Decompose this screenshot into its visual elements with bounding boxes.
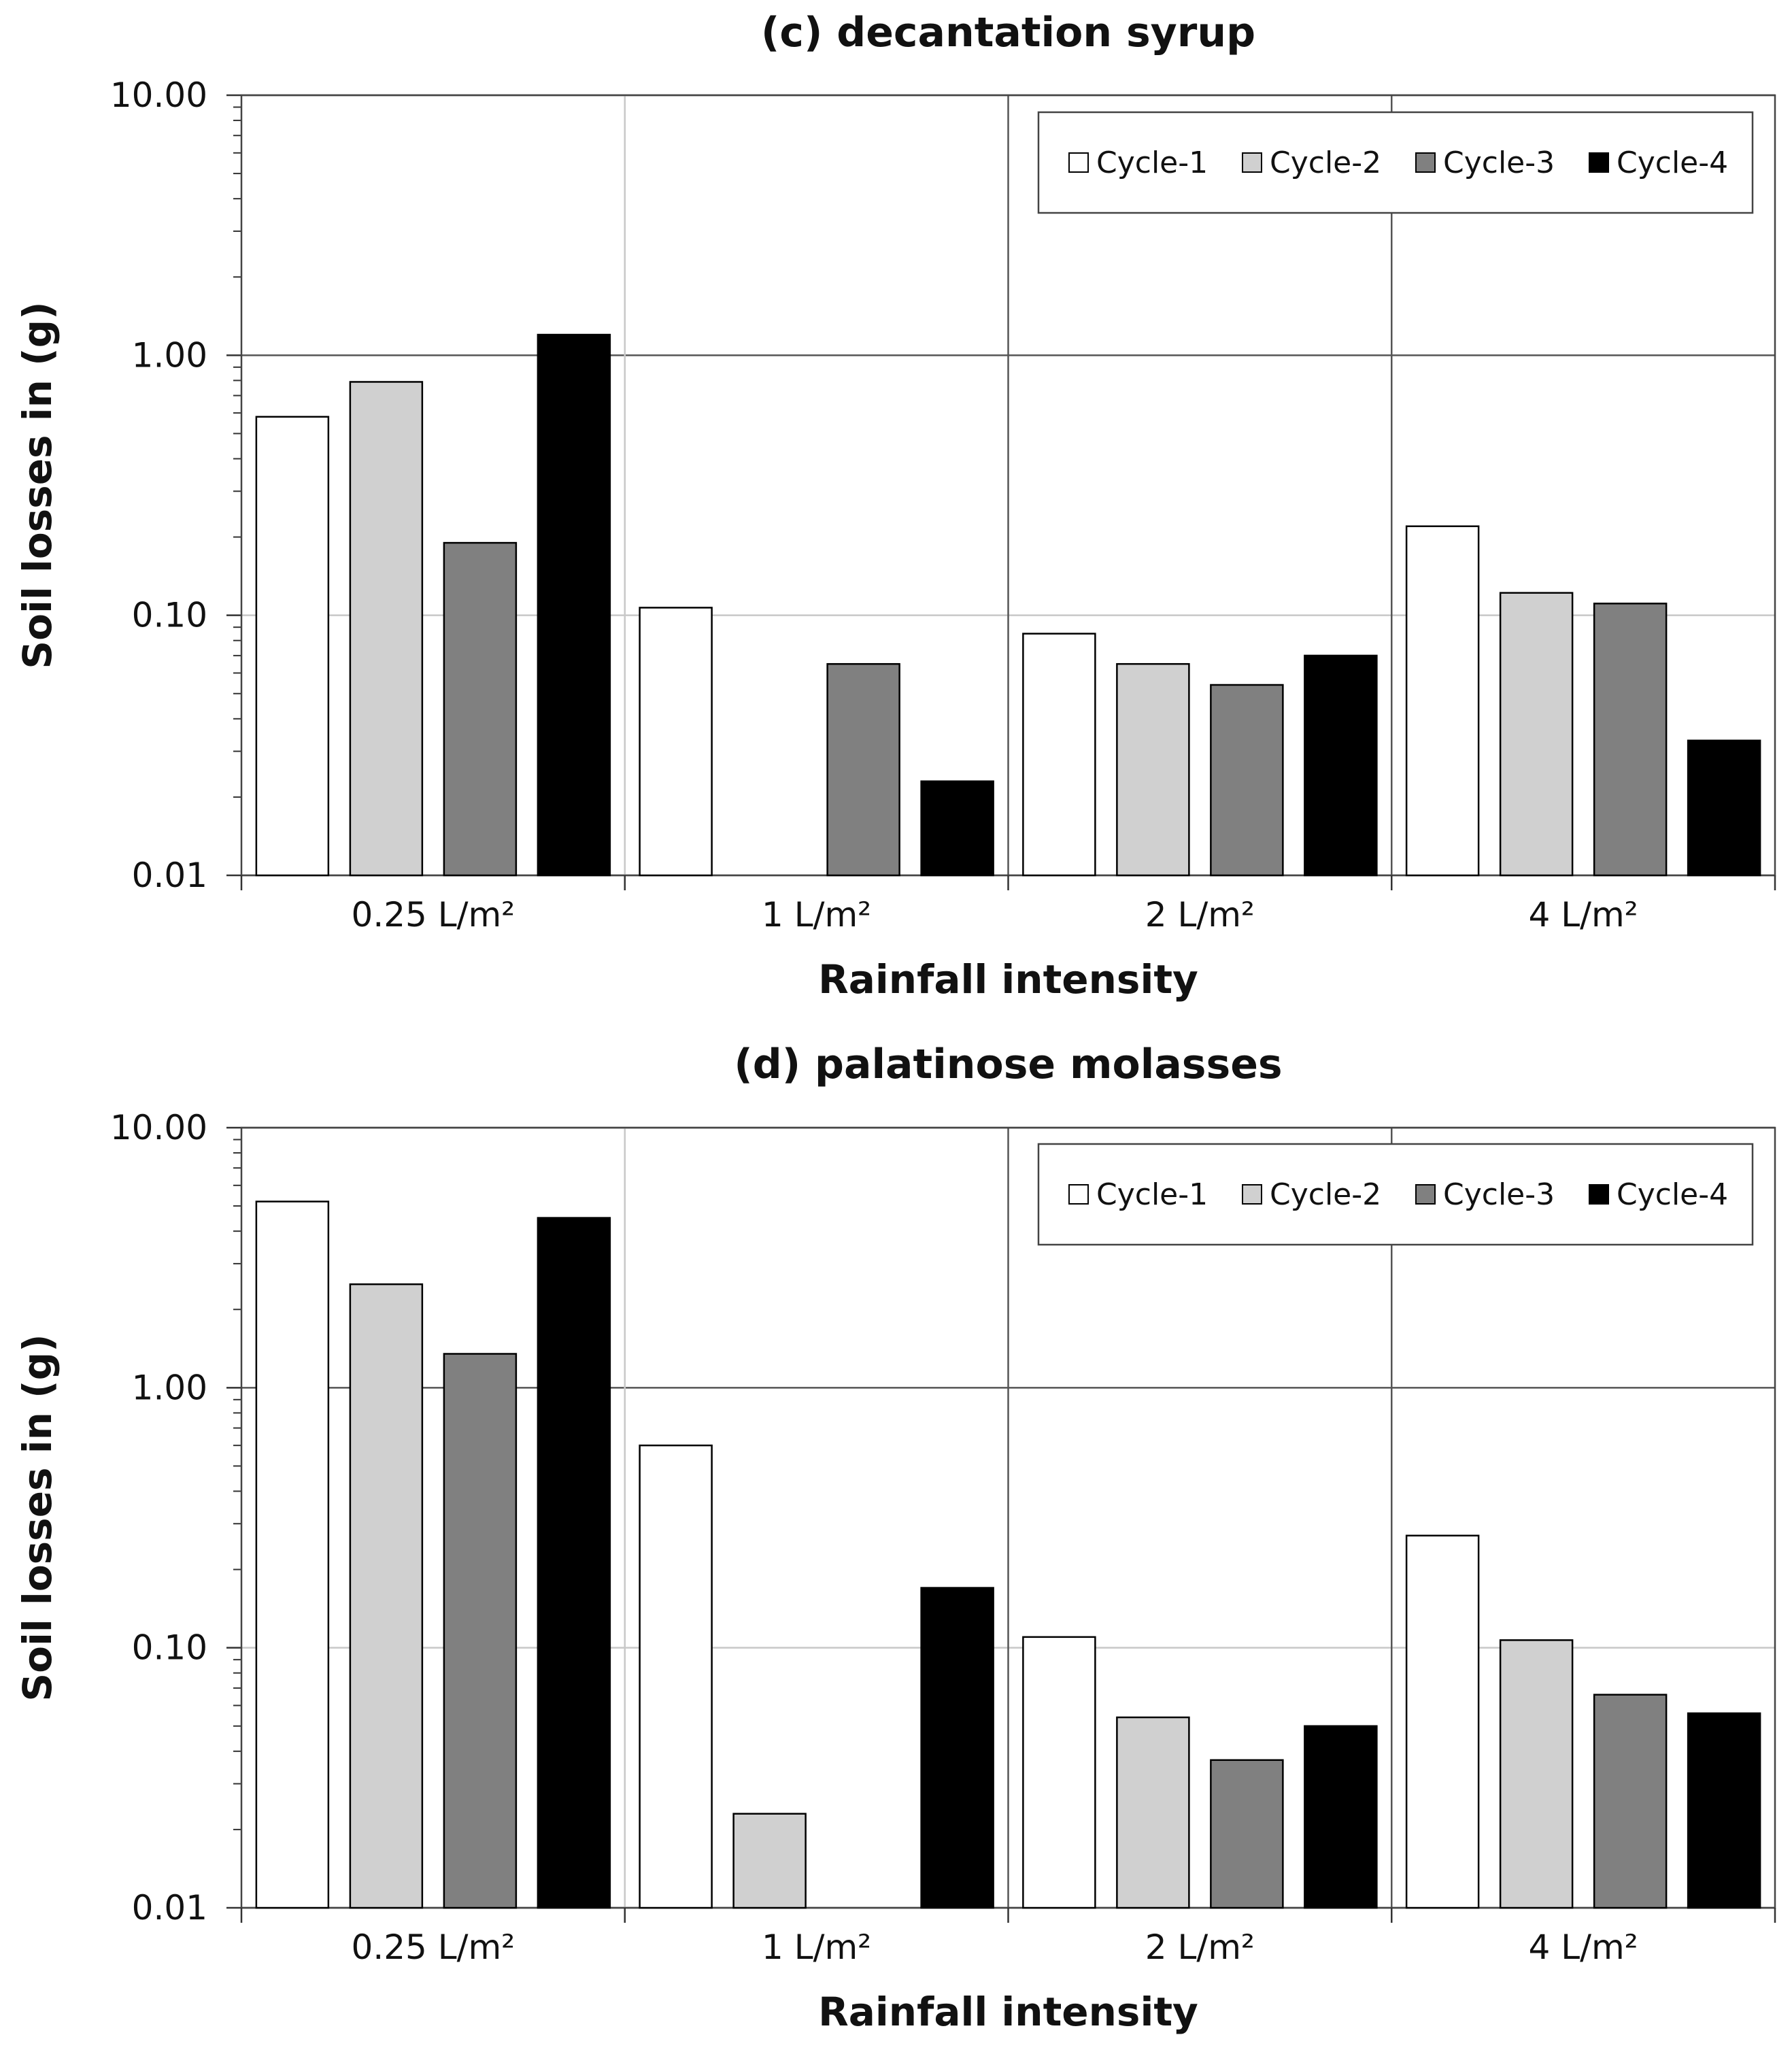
y-tick-label: 1.00 [132,335,207,375]
legend-label-cycle-4: Cycle-4 [1617,146,1728,180]
bar-cycle-1-4-l-m [1405,525,1480,877]
y-tick-label: 0.01 [132,856,207,895]
legend-swatch-cycle-4 [1589,152,1609,173]
bar-cycle-4-0-25-l-m [537,1217,611,1909]
y-tick-label: 0.01 [132,1888,207,1928]
chart-decantation-syrup: 0.25 L/m² 1 L/m² 2 L/m² 4 L/m² 10.00 1.00 0.10… [14,9,1776,1003]
legend-swatch-cycle-3 [1415,152,1436,173]
bar-cycle-4-1-l-m [920,780,994,877]
bar-cycle-4-1-l-m [920,1587,994,1909]
legend-swatch-cycle-1 [1068,1184,1089,1205]
bar-cycle-3-2-l-m [1210,1759,1284,1909]
x-axis-title: Rainfall intensity [818,956,1198,1003]
legend-label-cycle-2: Cycle-2 [1270,146,1381,180]
y-axis-title: Soil losses in (g) [14,301,61,669]
x-tick-label: 0.25 L/m² [352,895,515,935]
bar-cycle-2-0-25-l-m [349,381,424,877]
legend-swatch-cycle-2 [1242,1184,1262,1205]
bar-cycle-3-4-l-m [1593,603,1668,877]
legend: Cycle-1 Cycle-2 Cycle-3 Cycle-4 [1037,111,1754,214]
bar-cycle-3-4-l-m [1593,1694,1668,1909]
bar-cycle-2-2-l-m [1116,662,1190,877]
legend-label-cycle-3: Cycle-3 [1443,1177,1555,1212]
x-tick-label: 2 L/m² [1145,1928,1255,1967]
legend-swatch-cycle-4 [1589,1184,1609,1205]
bar-cycle-4-4-l-m [1687,739,1761,877]
bar-cycle-1-1-l-m [639,1444,713,1909]
y-tick-label: 0.10 [132,596,207,635]
x-tick-label: 2 L/m² [1145,895,1255,935]
legend-label-cycle-1: Cycle-1 [1096,1177,1208,1212]
chart-palatinose-molasses: 0.25 L/m² 1 L/m² 2 L/m² 4 L/m² 10.00 1.00 0.10… [14,1041,1776,2035]
bar-cycle-3-0-25-l-m [443,541,518,877]
y-tick-label: 10.00 [110,1108,207,1147]
bar-cycle-1-2-l-m [1022,1636,1096,1909]
x-tick-label: 4 L/m² [1529,895,1638,935]
bar-cycle-4-4-l-m [1687,1712,1761,1909]
bar-cycle-2-4-l-m [1499,1639,1574,1909]
bar-cycle-1-4-l-m [1405,1534,1480,1909]
legend-box [1037,1143,1754,1246]
y-tick-label: 1.00 [132,1368,207,1407]
legend-label-cycle-1: Cycle-1 [1096,146,1208,180]
bar-cycle-4-0-25-l-m [537,333,611,877]
bar-cycle-2-1-l-m [732,1813,807,1909]
bar-cycle-3-2-l-m [1210,684,1284,877]
x-tick-label: 4 L/m² [1529,1928,1638,1967]
bar-cycle-1-1-l-m [639,607,713,877]
legend-label-cycle-2: Cycle-2 [1270,1177,1381,1212]
bar-cycle-3-1-l-m [826,662,900,877]
legend-label-cycle-4: Cycle-4 [1617,1177,1728,1212]
y-tick-label: 10.00 [110,75,207,115]
legend-box [1037,111,1754,214]
x-tick-label: 0.25 L/m² [352,1928,515,1967]
bar-cycle-2-2-l-m [1116,1716,1190,1909]
bar-cycle-3-0-25-l-m [443,1353,518,1909]
y-tick-label: 0.10 [132,1628,207,1668]
bar-cycle-1-0-25-l-m [255,416,330,877]
chart-title: (c) decantation syrup [761,9,1255,56]
legend-label-cycle-3: Cycle-3 [1443,146,1555,180]
y-axis-title: Soil losses in (g) [14,1334,61,1701]
bar-cycle-4-2-l-m [1304,654,1378,877]
legend-swatch-cycle-1 [1068,152,1089,173]
legend: Cycle-1 Cycle-2 Cycle-3 Cycle-4 [1037,1143,1754,1246]
chart-title: (d) palatinose molasses [734,1041,1282,1088]
legend-swatch-cycle-3 [1415,1184,1436,1205]
bar-cycle-1-0-25-l-m [255,1200,330,1909]
bar-cycle-1-2-l-m [1022,633,1096,877]
x-axis-title: Rainfall intensity [818,1989,1198,2035]
bar-cycle-2-4-l-m [1499,592,1574,877]
bar-cycle-2-0-25-l-m [349,1283,424,1909]
bar-cycle-4-2-l-m [1304,1725,1378,1909]
x-tick-label: 1 L/m² [762,1928,871,1967]
x-tick-label: 1 L/m² [762,895,871,935]
legend-swatch-cycle-2 [1242,152,1262,173]
